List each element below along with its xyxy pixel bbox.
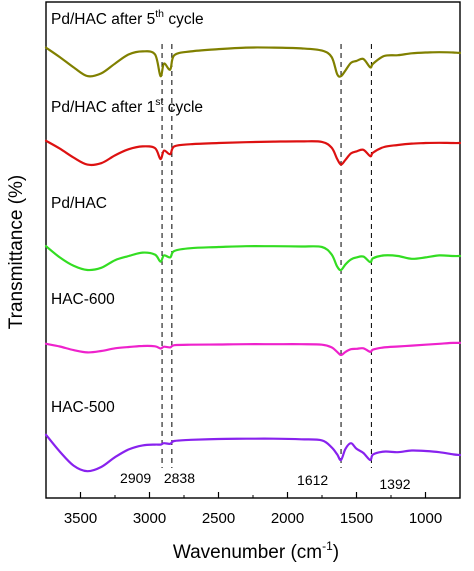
series-line-5 (44, 433, 462, 473)
series-labels: Pd/HAC after 5th cycle Pd/HAC after 1st c… (51, 8, 204, 416)
series-label-4: HAC-600 (51, 291, 115, 308)
y-axis-title: Transmittance (%) (6, 175, 27, 330)
plot-frame (45, 1, 461, 499)
series-line-2 (44, 139, 462, 167)
series-layer (44, 46, 462, 473)
peak-label-1392: 1392 (379, 476, 410, 492)
series-label-3: Pd/HAC (51, 195, 107, 212)
peak-label-1612: 1612 (297, 472, 328, 488)
x-tick-label-3500: 3500 (64, 510, 97, 527)
peak-labels: 2909 2838 1612 1392 (120, 470, 411, 492)
x-tick-label-2500: 2500 (202, 510, 235, 527)
x-axis-title: Wavenumber (cm-1) (173, 539, 339, 563)
peak-label-2909: 2909 (120, 470, 151, 486)
series-label-5: HAC-500 (51, 399, 115, 416)
x-tick-label-2000: 2000 (271, 510, 304, 527)
series-line-1 (44, 46, 462, 78)
x-tick-label-1500: 1500 (340, 510, 373, 527)
series-line-3 (44, 245, 462, 272)
series-label-1: Pd/HAC after 5th cycle (51, 8, 204, 28)
peak-label-2838: 2838 (164, 470, 195, 486)
series-label-2: Pd/HAC after 1st cycle (51, 96, 203, 116)
x-axis-ticks: 3500 3000 2500 2000 1500 1000 (45, 492, 461, 527)
x-tick-label-1000: 1000 (409, 510, 442, 527)
x-tick-label-3000: 3000 (133, 510, 166, 527)
series-line-4 (44, 341, 462, 357)
